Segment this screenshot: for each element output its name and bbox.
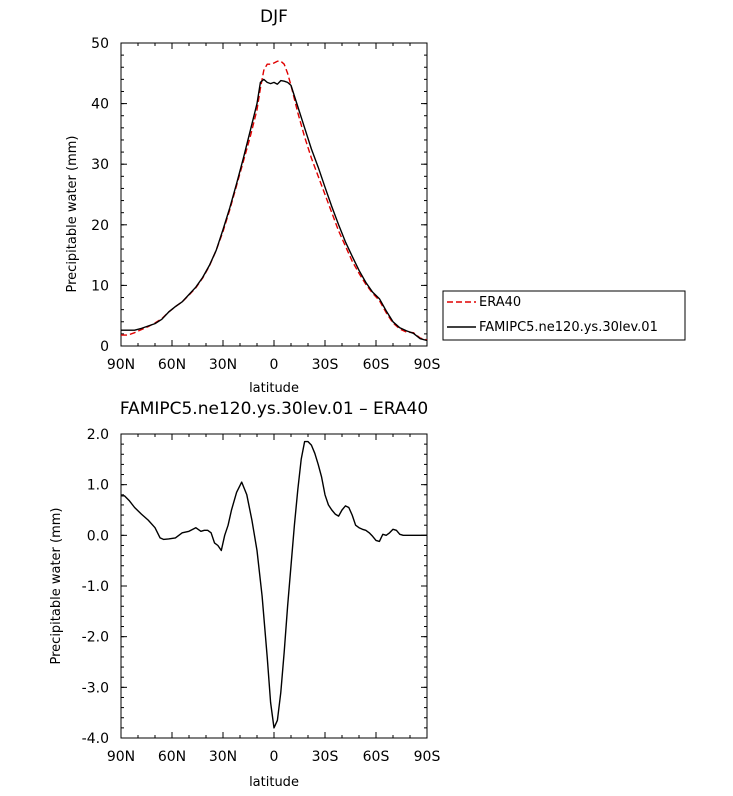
bottom-x-tick-label: 30S [312,749,339,765]
top-y-tick-label: 50 [91,36,109,52]
top-y-tick-label: 20 [91,218,109,234]
bottom-x-tick-label: 60N [158,749,186,765]
bottom-y-tick-label: 1.0 [87,478,109,494]
top-series-line-famipc5-ne120-ys-30lev-01 [121,78,428,342]
top-series-line-era40 [121,60,428,341]
bottom-x-tick-label: 90N [107,749,135,765]
top-y-axis-label: Precipitable water (mm) [65,136,80,293]
top-axis-ticks: 90N 60N 30N 0 30S 60S 90S 0 10 20 30 40 50 [91,36,440,373]
top-x-tick-label: 0 [270,357,279,373]
top-x-tick-label: 60S [363,357,390,373]
top-y-tick-label: 0 [100,339,109,355]
bottom-panel: FAMIPC5.ne120.ys.30lev.01 – ERA40 latitu… [49,399,440,790]
bottom-x-tick-label: 0 [270,749,279,765]
top-series-lines [121,60,428,342]
top-y-tick-label: 30 [91,157,109,173]
bottom-y-tick-label: -4.0 [82,731,109,747]
bottom-chart-title: FAMIPC5.ne120.ys.30lev.01 – ERA40 [120,399,428,419]
bottom-series-line-difference [121,440,427,729]
bottom-axis-ticks: 90N 60N 30N 0 30S 60S 90S 2.0 1.0 0.0 -1.0 -2.0 -3.0… [82,427,441,765]
top-x-tick-label: 60N [158,357,186,373]
bottom-y-axis-label: Precipitable water (mm) [49,508,64,665]
top-chart-title: DJF [260,7,288,27]
bottom-plot-frame [120,433,428,739]
legend-frame [442,290,686,341]
bottom-y-tick-label: -2.0 [82,630,109,646]
bottom-y-tick-label: -3.0 [82,680,109,696]
bottom-series-lines [121,440,427,729]
top-y-tick-label: 40 [91,97,109,113]
bottom-x-tick-label: 60S [363,749,390,765]
top-panel: DJF latitude Precipitable water (mm) 90N… [65,7,440,396]
top-x-tick-label: 90N [107,357,135,373]
top-x-tick-label: 30S [312,357,339,373]
bottom-x-axis-label: latitude [249,775,299,790]
legend-era40-label: ERA40 [479,295,521,310]
legend: ERA40 FAMIPC5.ne120.ys.30lev.01 [442,290,686,341]
legend-famipc5-label: FAMIPC5.ne120.ys.30lev.01 [479,320,658,335]
bottom-y-tick-label: 2.0 [87,427,109,443]
bottom-y-tick-label: 0.0 [87,528,109,544]
top-x-tick-label: 90S [414,357,441,373]
bottom-x-tick-label: 90S [414,749,441,765]
bottom-x-tick-label: 30N [209,749,237,765]
top-x-axis-label: latitude [249,381,299,396]
top-y-tick-label: 10 [91,278,109,294]
top-x-tick-label: 30N [209,357,237,373]
bottom-y-tick-label: -1.0 [82,579,109,595]
